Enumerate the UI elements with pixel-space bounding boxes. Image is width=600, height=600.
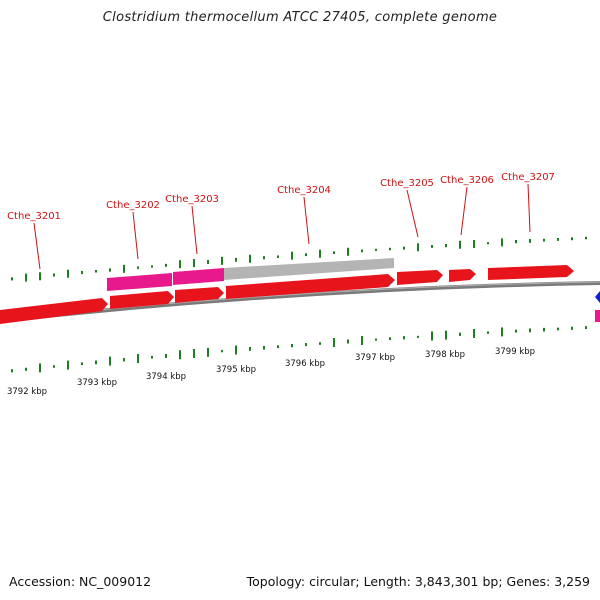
gene-cthe-3201[interactable]	[0, 298, 108, 324]
gene-cthe-3202-upper[interactable]	[107, 273, 172, 291]
scale-label-3797: 3797 kbp	[355, 353, 395, 363]
gene-cthe-3204-upper[interactable]	[224, 258, 394, 280]
gene-label-cthe-3205[interactable]: Cthe_3205	[380, 178, 434, 189]
gene-cthe-3202[interactable]	[110, 291, 174, 309]
scale-label-3798: 3798 kbp	[425, 350, 465, 360]
gc-track-bottom	[11, 326, 587, 373]
gene-labels: Cthe_3201 Cthe_3202 Cthe_3203 Cthe_3204 …	[7, 172, 555, 222]
scale-label-3799: 3799 kbp	[495, 347, 535, 357]
gene-label-cthe-3207[interactable]: Cthe_3207	[501, 172, 555, 183]
gene-cthe-3205[interactable]	[397, 270, 443, 285]
scale-labels: 3792 kbp 3793 kbp 3794 kbp 3795 kbp 3796…	[7, 347, 535, 397]
gene-label-leaders	[33, 183, 531, 270]
gene-label-leader	[406, 189, 419, 238]
gene-cthe-3204[interactable]	[226, 274, 395, 299]
scale-label-3793: 3793 kbp	[77, 378, 117, 388]
scale-label-3792: 3792 kbp	[7, 387, 47, 397]
gene-label-cthe-3202[interactable]: Cthe_3202	[106, 200, 160, 211]
accession-text: Accession: NC_009012	[9, 574, 152, 589]
gene-label-cthe-3203[interactable]: Cthe_3203	[165, 194, 219, 205]
gene-cthe-3203-upper[interactable]	[173, 268, 224, 285]
gene-label-leader	[460, 186, 468, 236]
gene-label-leader	[132, 211, 139, 260]
scale-label-3795: 3795 kbp	[216, 365, 256, 375]
gene-label-leader	[527, 183, 531, 233]
marker-diamond-icon[interactable]	[595, 291, 600, 303]
gene-label-leader	[303, 196, 310, 245]
gene-cthe-3203[interactable]	[175, 287, 224, 303]
gene-label-leader	[191, 205, 198, 255]
gene-cthe-3206[interactable]	[449, 269, 476, 282]
gene-label-cthe-3201[interactable]: Cthe_3201	[7, 211, 61, 222]
gene-cthe-3207[interactable]	[488, 265, 574, 280]
gene-label-leader	[33, 222, 41, 270]
scale-label-3794: 3794 kbp	[146, 372, 186, 382]
gene-partial-magenta[interactable]	[595, 310, 600, 322]
map-title: Clostridium thermocellum ATCC 27405, com…	[102, 10, 498, 25]
gene-label-cthe-3204[interactable]: Cthe_3204	[277, 185, 331, 196]
gene-label-cthe-3206[interactable]: Cthe_3206	[440, 175, 494, 186]
scale-label-3796: 3796 kbp	[285, 359, 325, 369]
genome-summary-text: Topology: circular; Length: 3,843,301 bp…	[246, 574, 590, 589]
gc-track-top	[11, 236, 587, 282]
